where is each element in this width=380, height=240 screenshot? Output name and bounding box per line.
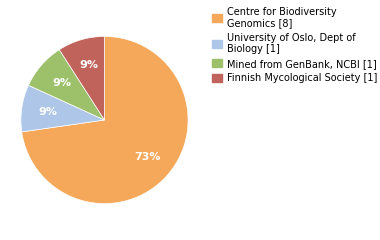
Wedge shape xyxy=(59,36,104,120)
Text: 73%: 73% xyxy=(134,152,161,162)
Wedge shape xyxy=(28,50,104,120)
Wedge shape xyxy=(22,36,188,204)
Text: 9%: 9% xyxy=(79,60,98,71)
Legend: Centre for Biodiversity
Genomics [8], University of Oslo, Dept of
Biology [1], M: Centre for Biodiversity Genomics [8], Un… xyxy=(210,5,379,85)
Text: 9%: 9% xyxy=(39,107,58,117)
Text: 9%: 9% xyxy=(52,78,71,88)
Wedge shape xyxy=(21,85,104,132)
